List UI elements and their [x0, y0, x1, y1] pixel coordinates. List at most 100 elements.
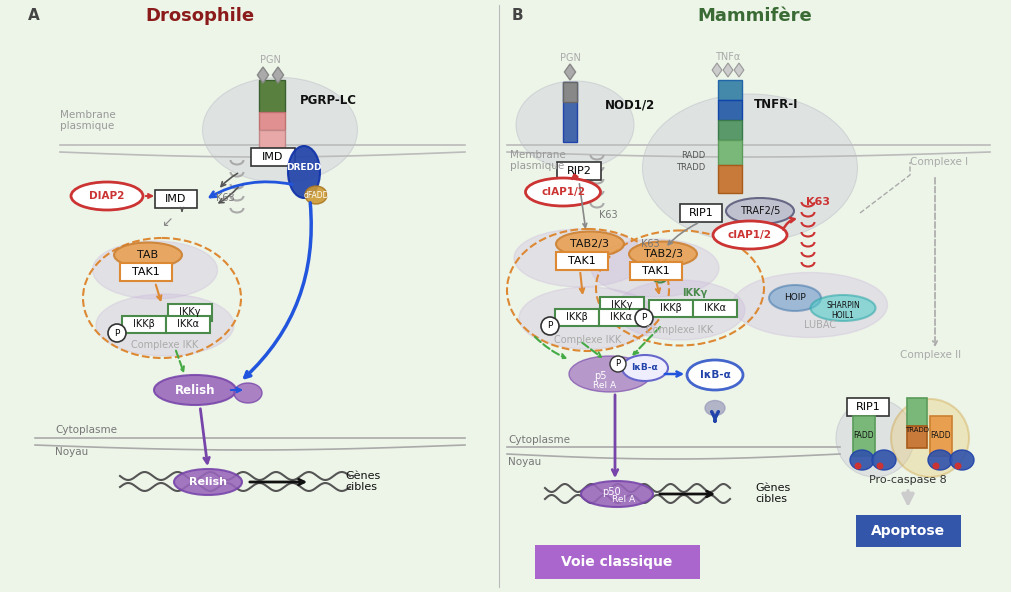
Ellipse shape	[615, 280, 745, 340]
Text: RIP2: RIP2	[566, 166, 591, 176]
Ellipse shape	[305, 186, 327, 204]
Ellipse shape	[836, 399, 914, 477]
Ellipse shape	[643, 94, 857, 242]
Text: PGN: PGN	[260, 55, 280, 65]
Text: IKKα: IKKα	[704, 303, 726, 313]
Bar	[556, 252, 608, 270]
Bar	[600, 297, 644, 314]
Ellipse shape	[526, 178, 601, 206]
Text: ↙: ↙	[161, 215, 173, 229]
Circle shape	[610, 356, 626, 372]
Ellipse shape	[591, 239, 719, 297]
Text: p50: p50	[602, 487, 621, 497]
Text: P: P	[616, 359, 621, 368]
Polygon shape	[734, 63, 744, 77]
Text: IKKβ: IKKβ	[566, 312, 588, 322]
Text: IKKα: IKKα	[610, 312, 632, 322]
Polygon shape	[723, 63, 733, 77]
Text: IKKβ: IKKβ	[660, 303, 682, 313]
Bar	[847, 398, 889, 416]
Bar	[649, 300, 693, 317]
Text: TAK1: TAK1	[132, 267, 160, 277]
Text: Complexe IKK: Complexe IKK	[131, 340, 198, 350]
Bar	[856, 515, 961, 547]
Bar	[259, 112, 285, 130]
Polygon shape	[258, 67, 269, 83]
Ellipse shape	[288, 146, 320, 198]
Text: K63: K63	[806, 197, 830, 207]
Circle shape	[635, 309, 653, 327]
Text: plasmique: plasmique	[510, 161, 564, 171]
Bar	[168, 304, 212, 321]
Bar	[680, 204, 722, 222]
Ellipse shape	[687, 360, 743, 390]
Bar	[563, 82, 577, 102]
Bar	[120, 263, 172, 281]
Ellipse shape	[622, 355, 668, 381]
Ellipse shape	[811, 295, 876, 321]
Text: Pro-caspase 8: Pro-caspase 8	[869, 475, 947, 485]
Text: DIAP2: DIAP2	[89, 191, 124, 201]
Text: Cytoplasme: Cytoplasme	[508, 435, 570, 445]
Bar	[557, 162, 601, 180]
Text: K63: K63	[599, 210, 618, 220]
Circle shape	[932, 462, 939, 469]
Bar	[259, 130, 285, 148]
Polygon shape	[712, 63, 722, 77]
Text: IKKγ: IKKγ	[179, 307, 201, 317]
Circle shape	[954, 462, 961, 469]
Text: TNFα: TNFα	[716, 52, 741, 62]
Ellipse shape	[950, 450, 974, 470]
Text: K63: K63	[641, 239, 659, 249]
Text: plasmique: plasmique	[60, 121, 114, 131]
Bar	[718, 165, 742, 193]
Text: Gènes: Gènes	[345, 471, 380, 481]
Text: Cytoplasme: Cytoplasme	[55, 425, 117, 435]
Text: Gènes: Gènes	[755, 483, 791, 493]
Bar	[599, 309, 643, 326]
Text: PGN: PGN	[559, 53, 580, 63]
Text: Voie classique: Voie classique	[561, 555, 672, 569]
Text: TAK1: TAK1	[642, 266, 670, 276]
Bar	[259, 80, 285, 112]
Polygon shape	[564, 64, 575, 80]
Text: Drosophile: Drosophile	[146, 7, 255, 25]
Circle shape	[541, 317, 559, 335]
Text: RADD: RADD	[680, 150, 705, 159]
Circle shape	[108, 324, 126, 342]
Bar	[166, 316, 210, 333]
Ellipse shape	[769, 285, 821, 311]
Text: RIP1: RIP1	[855, 402, 881, 412]
Text: IKKγ: IKKγ	[612, 300, 633, 310]
Text: cIAP1/2: cIAP1/2	[541, 187, 585, 197]
Text: HOIL1: HOIL1	[832, 310, 854, 320]
Ellipse shape	[733, 272, 888, 337]
Text: Complexe IKK: Complexe IKK	[554, 335, 622, 345]
Text: TAB2/3: TAB2/3	[570, 239, 610, 249]
Text: TNFR-I: TNFR-I	[754, 98, 799, 111]
Text: TAB: TAB	[137, 250, 159, 260]
Text: SHARPIN: SHARPIN	[826, 301, 860, 310]
Circle shape	[877, 462, 884, 469]
Ellipse shape	[872, 450, 896, 470]
Text: cibles: cibles	[345, 482, 377, 492]
Bar	[122, 316, 166, 333]
Bar	[853, 416, 875, 456]
Text: Relish: Relish	[189, 477, 227, 487]
Bar	[718, 140, 742, 165]
Text: p5: p5	[593, 371, 607, 381]
Ellipse shape	[581, 481, 653, 507]
Polygon shape	[272, 67, 284, 83]
Text: Complexe II: Complexe II	[900, 350, 961, 360]
Text: Rel A: Rel A	[613, 494, 636, 504]
Ellipse shape	[850, 450, 874, 470]
Text: FADD: FADD	[853, 432, 875, 440]
Bar	[718, 100, 742, 120]
Ellipse shape	[629, 242, 697, 266]
Text: IκB-α: IκB-α	[700, 370, 730, 380]
Text: K63: K63	[215, 193, 235, 203]
Ellipse shape	[713, 221, 787, 249]
Text: Relish: Relish	[175, 384, 215, 397]
Ellipse shape	[516, 81, 634, 169]
Bar	[907, 426, 927, 448]
